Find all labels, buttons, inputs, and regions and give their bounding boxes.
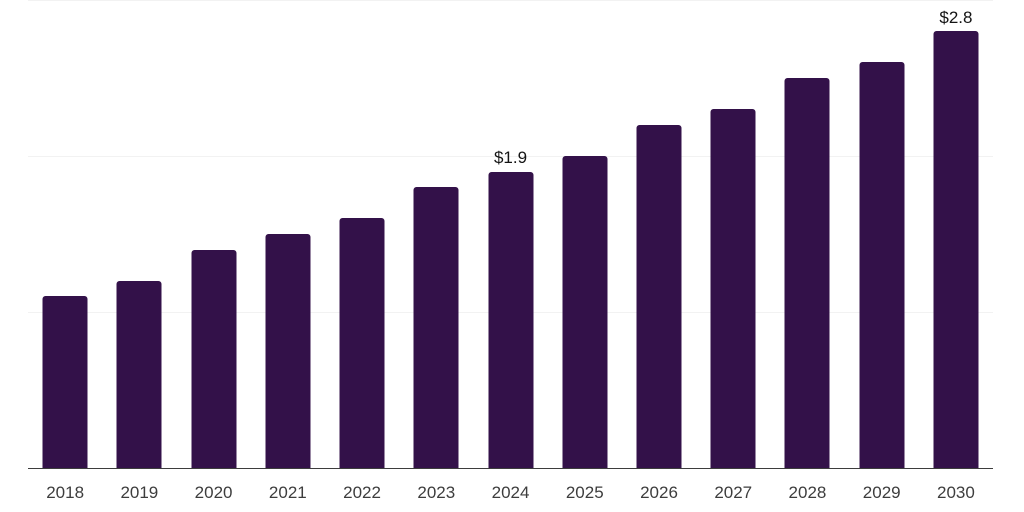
x-tick-2018: 2018: [46, 483, 85, 502]
bar-2022: [339, 218, 385, 468]
bar-2023: [413, 187, 459, 468]
plot-area: $1.9 $2.8: [28, 0, 993, 469]
bar-band-2018: [28, 0, 102, 468]
x-tick-2019: 2019: [120, 483, 159, 502]
bar-band-2023: [399, 0, 473, 468]
x-tick-2030: 2030: [937, 483, 975, 502]
bar-band-2024: $1.9: [473, 0, 547, 468]
bar-band-2030: $2.8: [919, 0, 993, 468]
bar-value-label-2030: $2.8: [939, 7, 973, 27]
bar-2020: [191, 249, 237, 468]
bar-band-2019: [102, 0, 176, 468]
bar-2025: [562, 156, 608, 468]
x-tick-2020: 2020: [194, 483, 233, 502]
x-axis-labels: 2018 2019 2020 2021 2022 2023 2024 2025 2026 2027…: [28, 470, 993, 503]
gridline-3: [28, 0, 993, 1]
x-tick-2029: 2029: [862, 483, 901, 502]
x-tick-2028: 2028: [788, 483, 827, 502]
x-axis-line: [28, 467, 993, 469]
bar-2030: [933, 31, 979, 468]
gridline-2: [28, 156, 993, 157]
bar-band-2027: [696, 0, 770, 468]
bar-band-2029: [845, 0, 919, 468]
x-tick-2025: 2025: [565, 483, 604, 502]
bar-value-label-2024: $1.9: [493, 148, 528, 168]
bar-2024: [488, 171, 534, 468]
bar-2026: [636, 124, 682, 468]
bars: $1.9 $2.8: [28, 0, 993, 468]
bar-2027: [710, 109, 756, 468]
bar-band-2026: [622, 0, 696, 468]
x-tick-2022: 2022: [343, 483, 381, 502]
bar-band-2020: [176, 0, 250, 468]
bar-2021: [265, 234, 311, 468]
x-tick-2023: 2023: [417, 483, 456, 502]
x-tick-2021: 2021: [268, 483, 307, 502]
bar-2028: [784, 78, 830, 468]
bar-band-2025: [548, 0, 622, 468]
bar-band-2021: [251, 0, 325, 468]
bar-2018: [42, 296, 88, 468]
bar-2019: [116, 280, 162, 468]
x-tick-2027: 2027: [714, 483, 753, 502]
bar-band-2022: [325, 0, 399, 468]
x-tick-2026: 2026: [640, 483, 678, 502]
bar-2029: [859, 62, 905, 468]
bar-band-2028: [770, 0, 844, 468]
x-tick-2024: 2024: [491, 483, 530, 502]
